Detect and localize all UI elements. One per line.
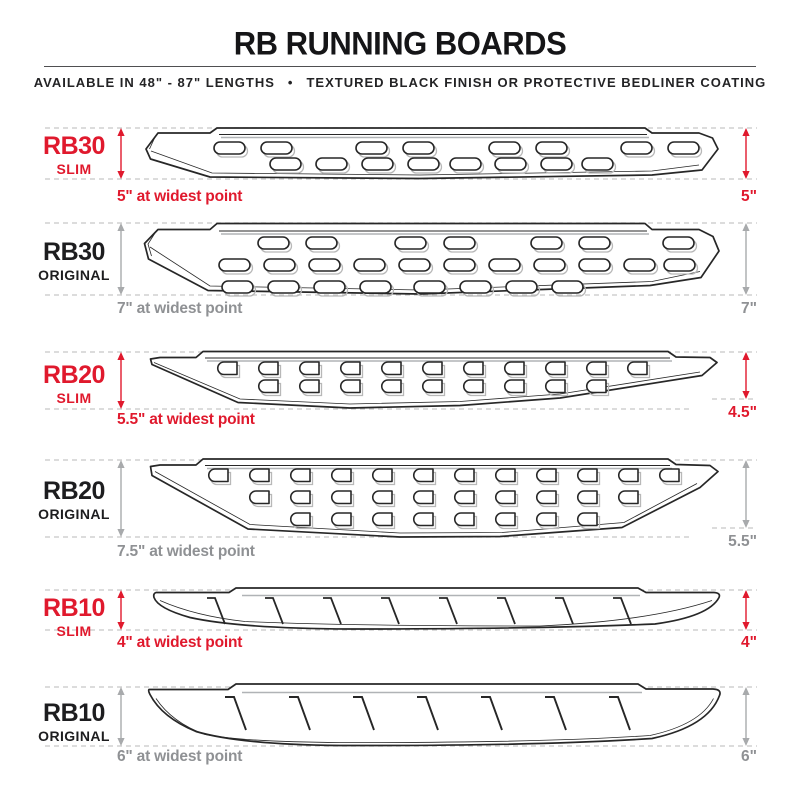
model-name: RB20	[43, 477, 105, 505]
label-rb10-slim: RB10 SLIM	[18, 594, 130, 639]
end-height-rb10-slim: 4"	[741, 634, 757, 651]
width-note-rb30-original: 7" at widest point	[117, 300, 243, 317]
page-title: RB RUNNING BOARDS	[233, 25, 567, 62]
width-note-rb10-original: 6" at widest point	[117, 748, 243, 765]
subtitle-bullet: •	[287, 75, 294, 90]
model-name: RB20	[43, 361, 105, 389]
height-arrow-right-rb10-slim	[742, 590, 750, 630]
height-arrow-right-rb10-original	[742, 687, 750, 746]
label-rb20-slim: RB20 SLIM	[18, 361, 130, 406]
label-rb30-original: RB30 ORIGINAL	[18, 238, 130, 283]
variant-name: SLIM	[56, 623, 92, 639]
label-rb20-original: RB20 ORIGINAL	[18, 477, 130, 522]
label-rb10-original: RB10 ORIGINAL	[18, 699, 130, 744]
end-height-rb20-slim: 4.5"	[728, 404, 757, 421]
height-arrow-left-rb20-original	[117, 460, 125, 537]
height-arrow-right-rb30-original	[742, 223, 750, 295]
variant-name: ORIGINAL	[38, 506, 110, 522]
model-name: RB10	[43, 699, 105, 727]
width-note-rb20-slim: 5.5" at widest point	[117, 411, 255, 428]
board-drawing-rb10-slim	[152, 587, 721, 630]
width-note-rb20-original: 7.5" at widest point	[117, 543, 255, 560]
board-drawing-rb20-slim	[149, 350, 718, 409]
height-arrow-left-rb30-slim	[117, 128, 125, 179]
end-height-rb30-slim: 5"	[741, 188, 757, 205]
height-arrow-right-rb20-original	[742, 460, 750, 528]
end-height-rb10-original: 6"	[741, 748, 757, 765]
height-arrow-right-rb30-slim	[742, 128, 750, 179]
title-divider	[44, 66, 756, 67]
height-arrow-right-rb20-slim	[742, 352, 750, 399]
height-arrow-left-rb30-original	[117, 223, 125, 295]
height-arrow-left-rb10-slim	[117, 590, 125, 630]
variant-name: ORIGINAL	[38, 267, 110, 283]
variant-name: ORIGINAL	[38, 728, 110, 744]
subtitle-lengths: AVAILABLE IN 48" - 87" LENGTHS	[33, 75, 275, 90]
width-note-rb30-slim: 5" at widest point	[117, 188, 243, 205]
model-name: RB10	[43, 594, 105, 622]
end-height-rb20-original: 5.5"	[728, 533, 757, 550]
board-drawing-rb30-original	[143, 222, 720, 297]
model-name: RB30	[43, 238, 105, 266]
label-rb30-slim: RB30 SLIM	[18, 132, 130, 177]
board-drawing-rb30-slim	[145, 127, 719, 180]
variant-name: SLIM	[56, 161, 92, 177]
model-name: RB30	[43, 132, 105, 160]
subtitle-finish: TEXTURED BLACK FINISH OR PROTECTIVE BEDL…	[306, 75, 767, 90]
board-drawing-rb10-original	[147, 683, 721, 747]
height-arrow-left-rb20-slim	[117, 352, 125, 409]
width-note-rb10-slim: 4" at widest point	[117, 634, 243, 651]
variant-name: SLIM	[56, 390, 92, 406]
board-drawing-rb20-original	[149, 458, 719, 538]
height-arrow-left-rb10-original	[117, 687, 125, 746]
page-subtitle: AVAILABLE IN 48" - 87" LENGTHS • TEXTURE…	[0, 75, 800, 90]
end-height-rb30-original: 7"	[741, 300, 757, 317]
